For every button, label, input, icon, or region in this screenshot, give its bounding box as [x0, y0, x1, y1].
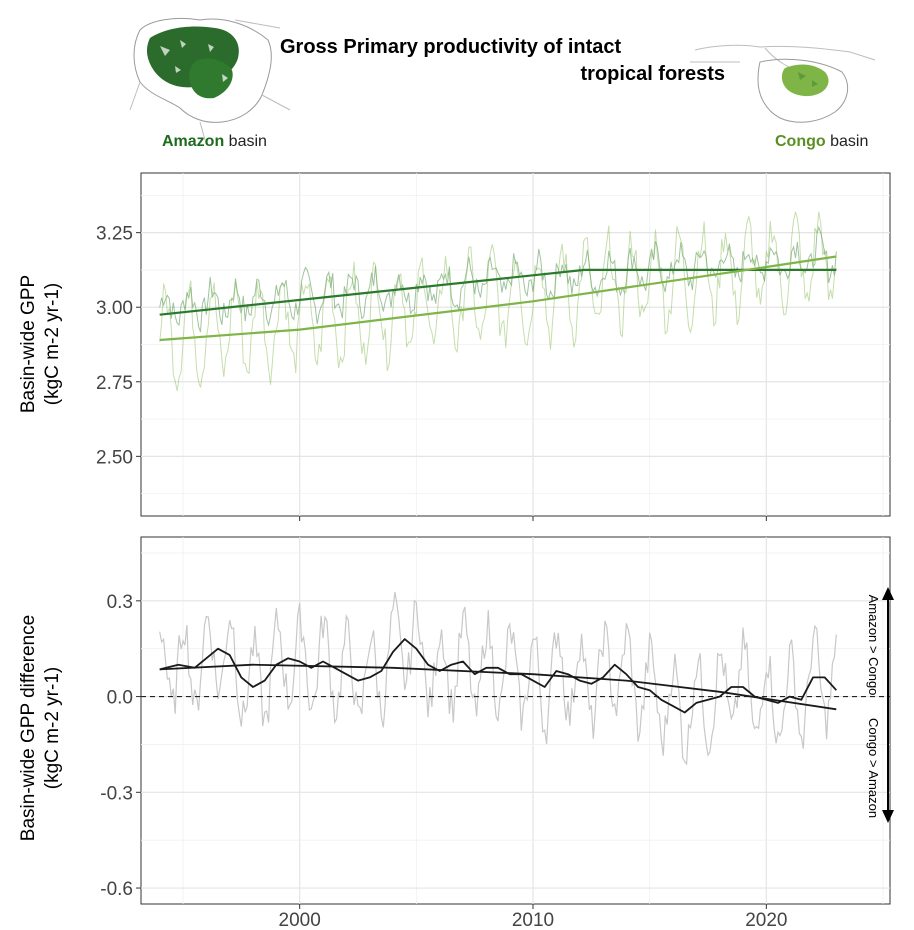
bottom-panel-frame	[140, 536, 891, 905]
bottom-xtick-label: 2000	[279, 910, 321, 930]
top-ytick-label: 3.25	[96, 224, 133, 245]
title-line-1: Gross Primary productivity of intact	[280, 36, 622, 58]
top-grid	[141, 173, 890, 516]
congo-suffix: basin	[825, 133, 869, 150]
top-raw-series	[159, 211, 837, 392]
difference-trend-line	[159, 663, 837, 711]
annotation-congo-gt-amazon: Congo > Amazon	[866, 718, 881, 818]
top-ytick-label: 2.50	[96, 447, 133, 468]
amazon-basin-label: Amazon basin	[162, 133, 267, 151]
top-trend-lines	[159, 255, 837, 342]
bottom-ylabel-line1: Basin-wide GPP difference	[18, 615, 39, 841]
bottom-raw-series	[159, 591, 837, 766]
amazon-suffix: basin	[224, 133, 267, 150]
top-ytick-label: 2.75	[96, 373, 133, 394]
congo-basin-label: Congo basin	[775, 133, 868, 151]
bottom-ylabel-line2: (kgC m-2 yr-1)	[42, 667, 63, 789]
bottom-x-ticks: 2000 2010 2020	[279, 904, 787, 930]
title-line-2: tropical forests	[580, 63, 725, 85]
amazon-map-icon	[129, 17, 291, 141]
top-panel: 2.50 2.75 3.00 3.25 Basin-wide GPP (kgC m-2…	[18, 172, 891, 521]
bottom-ytick-label: -0.3	[100, 783, 133, 804]
bottom-ytick-label: -0.6	[100, 879, 133, 900]
bottom-ytick-label: 0.0	[107, 688, 133, 709]
chart-title: Gross Primary productivity of intact tro…	[230, 36, 730, 86]
bottom-panel: -0.6 -0.3 0.0 0.3 2000 2010 2020 Basin-wide G…	[18, 536, 894, 930]
congo-map-icon	[690, 44, 876, 123]
top-ylabel-line1: Basin-wide GPP	[18, 275, 39, 413]
bottom-xtick-label: 2010	[512, 910, 554, 930]
bottom-y-ticks: -0.6 -0.3 0.0 0.3	[100, 592, 141, 900]
congo-name: Congo	[775, 133, 826, 150]
top-ytick-label: 3.00	[96, 298, 133, 319]
amazon-raw-line	[159, 225, 837, 333]
bottom-trend-line	[159, 663, 837, 711]
congo-raw-line	[159, 211, 837, 392]
direction-arrow	[882, 587, 894, 823]
top-y-ticks: 2.50 2.75 3.00 3.25	[96, 224, 767, 521]
amazon-name: Amazon	[162, 133, 225, 150]
difference-raw-line	[159, 591, 837, 766]
annotation-amazon-gt-congo: Amazon > Congo	[866, 595, 881, 696]
bottom-xtick-label: 2020	[745, 910, 787, 930]
top-ylabel-line2: (kgC m-2 yr-1)	[42, 283, 63, 405]
congo-trend-line	[159, 255, 837, 342]
bottom-ytick-label: 0.3	[107, 592, 133, 613]
